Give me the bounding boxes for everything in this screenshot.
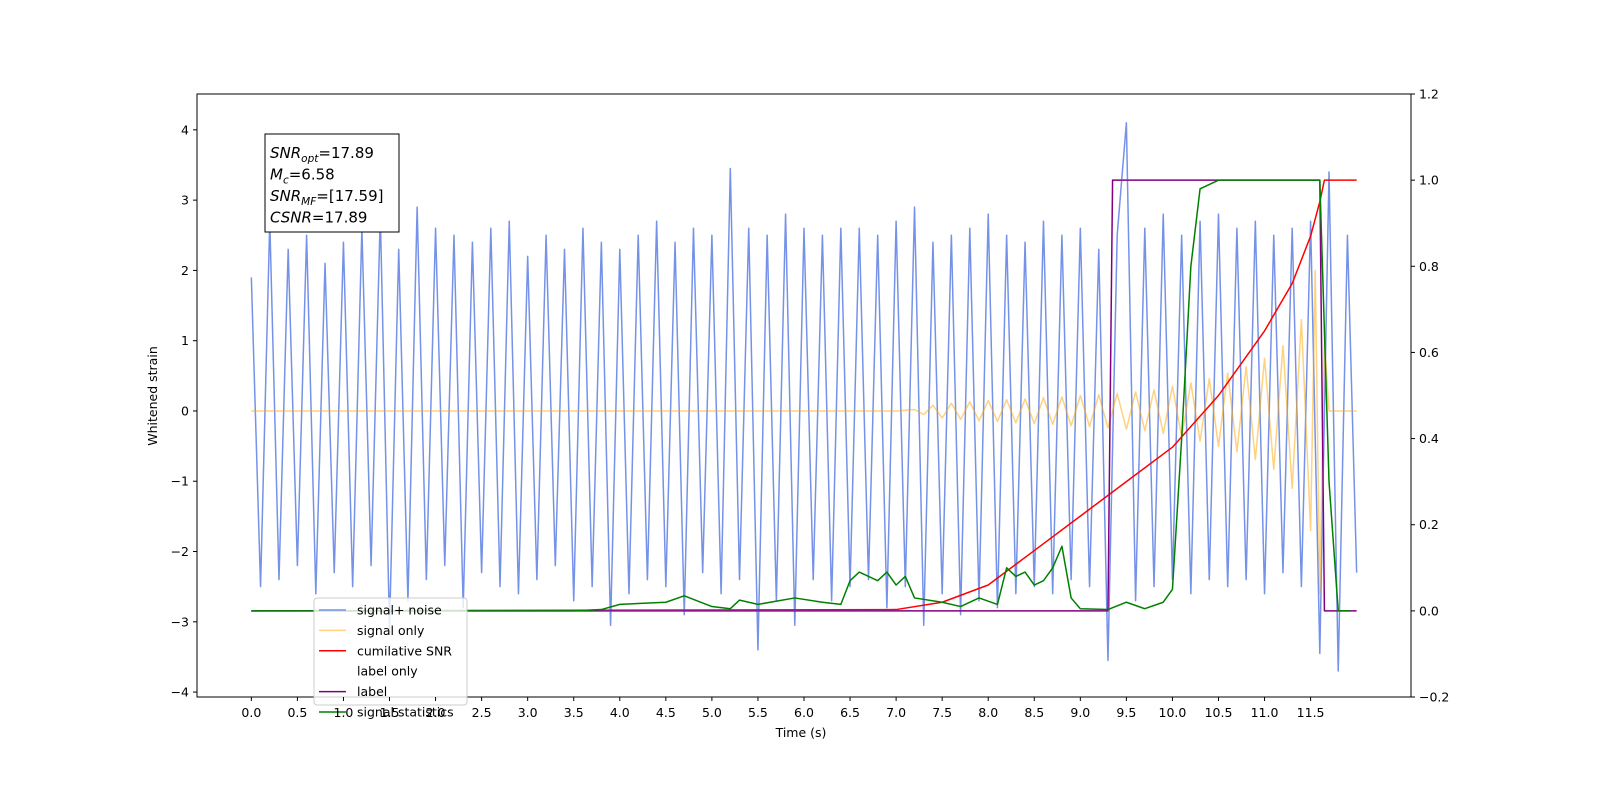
x-tick-label: 4.0 <box>610 705 630 720</box>
x-tick-label: 11.0 <box>1251 705 1279 720</box>
series-line <box>251 179 1357 612</box>
legend-label: signal+ noise <box>357 603 442 618</box>
x-tick-label: 8.5 <box>1024 705 1044 720</box>
y2-tick-label: 0.2 <box>1419 517 1439 532</box>
info-subscript: c <box>283 175 289 187</box>
x-tick-label: 8.0 <box>978 705 998 720</box>
x-tick-label: 3.5 <box>564 705 584 720</box>
y-tick-label: 0 <box>181 403 189 418</box>
legend-label: label <box>357 684 387 699</box>
info-value: =[17.59] <box>316 187 383 205</box>
y2-tick-label: 0.8 <box>1419 259 1439 274</box>
y-tick-label: 2 <box>181 263 189 278</box>
series-line <box>251 179 1351 612</box>
y-axis-label: Whitened strain <box>145 346 160 445</box>
info-symbol: CSNR <box>270 209 312 227</box>
x-tick-label: 10.5 <box>1205 705 1233 720</box>
info-box <box>264 133 400 233</box>
y2-tick-label: 0.6 <box>1419 345 1439 360</box>
x-tick-label: 5.0 <box>702 705 722 720</box>
x-axis-label: Time (s) <box>775 725 827 740</box>
legend-label: label only <box>357 664 418 679</box>
series-line <box>251 269 1357 595</box>
x-tick-label: 0.5 <box>287 705 307 720</box>
y-tick-label: −4 <box>171 685 189 700</box>
info-symbol: SNR <box>270 187 301 205</box>
x-tick-label: 7.5 <box>932 705 952 720</box>
legend-label: signal only <box>357 623 425 638</box>
y-tick-label: −2 <box>171 544 189 559</box>
y2-tick-label: 1.0 <box>1419 173 1439 188</box>
y-tick-label: 3 <box>181 193 189 208</box>
info-value: =17.89 <box>318 144 374 162</box>
info-symbol: SNR <box>270 144 301 162</box>
y-tick-label: −3 <box>171 614 189 629</box>
x-tick-label: 9.0 <box>1070 705 1090 720</box>
info-line: SNRopt=17.89 <box>270 144 374 165</box>
y-tick-label: 4 <box>181 122 189 137</box>
x-tick-label: 1.0 <box>334 705 354 720</box>
info-line: SNRMF=[17.59] <box>270 187 384 208</box>
x-tick-label: 0.0 <box>241 705 261 720</box>
info-value: =6.58 <box>289 166 335 184</box>
info-subscript: opt <box>301 153 319 165</box>
x-tick-label: 2.5 <box>472 705 492 720</box>
legend-entries: signal+ noise signal only cumilative SNR la… <box>319 603 454 720</box>
legend-label: signal statistics <box>357 705 454 720</box>
legend-label: cumilative SNR <box>357 643 452 658</box>
x-tick-label: 6.0 <box>794 705 814 720</box>
y2-tick-label: −0.2 <box>1419 690 1449 705</box>
y2-tick-label: 1.2 <box>1419 87 1439 102</box>
y2-tick-label: 0.4 <box>1419 431 1439 446</box>
y-tick-label: 1 <box>181 333 189 348</box>
x-tick-label: 1.5 <box>380 705 400 720</box>
info-line: Mc=6.58 <box>270 166 335 187</box>
x-tick-label: 3.0 <box>518 705 538 720</box>
info-line: CSNR=17.89 <box>270 209 367 227</box>
info-symbol: M <box>270 166 283 184</box>
info-subscript: MF <box>301 196 317 208</box>
x-tick-label: 7.0 <box>886 705 906 720</box>
info-value: =17.89 <box>312 209 368 227</box>
y2-tick-label: 0.0 <box>1419 603 1439 618</box>
x-tick-label: 11.5 <box>1297 705 1325 720</box>
info-text: SNRopt=17.89Mc=6.58SNRMF=[17.59]CSNR=17.… <box>270 144 384 227</box>
x-tick-label: 4.5 <box>656 705 676 720</box>
legend <box>313 597 468 706</box>
x-tick-label: 6.5 <box>840 705 860 720</box>
x-tick-label: 5.5 <box>748 705 768 720</box>
x-tick-label: 10.0 <box>1159 705 1187 720</box>
x-tick-label: 2.0 <box>426 705 446 720</box>
plot-layer <box>250 122 1358 672</box>
y-tick-label: −1 <box>171 474 189 489</box>
series-line <box>251 179 1357 612</box>
x-tick-label: 9.5 <box>1116 705 1136 720</box>
